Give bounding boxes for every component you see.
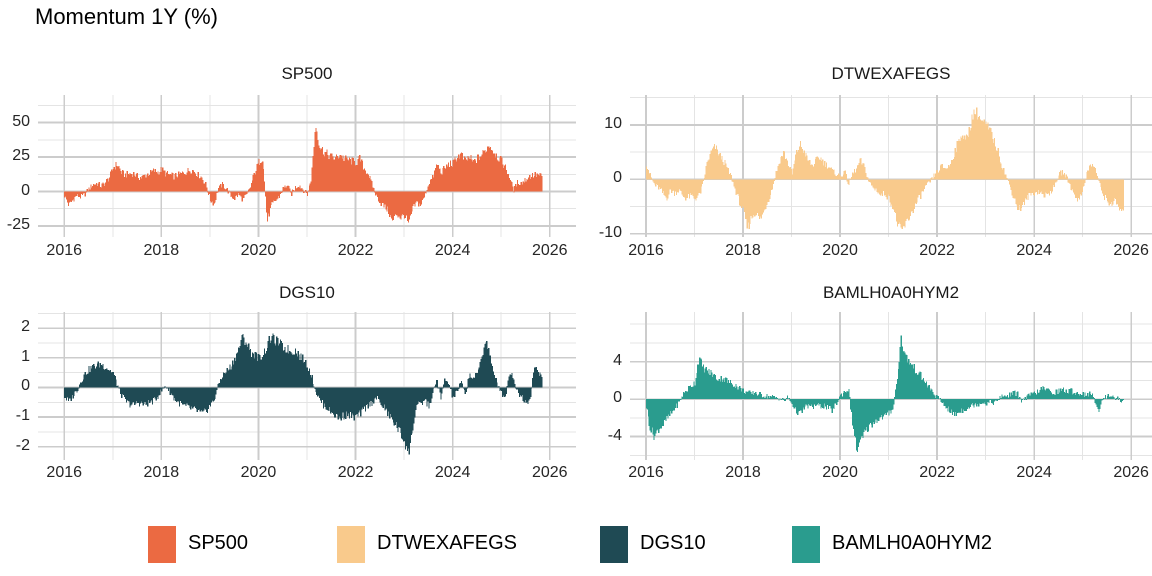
plot-area-sp500	[38, 95, 576, 237]
y-axis-tick-label: 25	[12, 147, 30, 165]
x-axis-tick-label: 2016	[46, 242, 83, 259]
y-axis-tick-label: 2	[21, 318, 30, 336]
y-axis-tick-label: 1	[21, 347, 30, 365]
x-axis-tick-label: 2026	[531, 464, 568, 481]
y-axis-tick-label: 0	[613, 169, 622, 187]
legend-swatch-bamlh0a0hym2	[792, 526, 820, 563]
x-axis-tick-label: 2016	[46, 464, 83, 481]
legend-swatch-dtwexafegs	[337, 526, 365, 563]
x-axis-tick-label: 2020	[822, 242, 858, 259]
y-axis-tick-label: -25	[6, 215, 30, 233]
legend-label: BAMLH0A0HYM2	[832, 532, 993, 554]
bars-dtwexafegs	[645, 107, 1124, 229]
y-axis-tick-label: 10	[604, 114, 622, 132]
x-axis-tick-label: 2026	[1113, 242, 1149, 259]
y-axis-tick-label: -4	[607, 426, 622, 444]
legend-swatch-dgs10	[600, 526, 628, 563]
facet-panel-dgs10	[38, 312, 576, 460]
y-axis-tick-label: -1	[15, 407, 30, 425]
y-axis-tick-label: 0	[21, 181, 30, 199]
x-axis-tick-label: 2024	[434, 464, 471, 481]
gridlines-minor	[630, 95, 1152, 237]
x-axis-tick-label: 2026	[1113, 464, 1149, 481]
facet-title-sp500: SP500	[281, 64, 333, 83]
facet-title-bamlh0a0hym2: BAMLH0A0HYM2	[822, 283, 960, 302]
plot-area-bamlh0a0hym2	[630, 312, 1152, 460]
bars-dgs10	[64, 333, 543, 455]
x-axis-tick-label: 2018	[143, 242, 180, 259]
x-axis-tick-label: 2024	[1016, 242, 1052, 259]
plot-area-dtwexafegs	[630, 95, 1152, 237]
x-axis-tick-label: 2024	[1016, 464, 1052, 481]
legend-label: DGS10	[640, 532, 706, 554]
y-axis-tick-label: -10	[598, 223, 622, 241]
x-axis-tick-label: 2018	[725, 242, 761, 259]
x-axis-tick-label: 2020	[240, 242, 277, 259]
x-axis-tick-label: 2024	[434, 242, 471, 259]
x-axis-tick-label: 2016	[628, 464, 664, 481]
x-axis-tick-label: 2022	[337, 242, 374, 259]
chart-title: Momentum 1Y (%)	[35, 4, 218, 29]
x-axis-tick-label: 2018	[143, 464, 180, 481]
gridlines-minor	[630, 312, 1152, 460]
x-axis-tick-label: 2022	[337, 464, 374, 481]
x-axis-tick-label: 2020	[822, 464, 858, 481]
facet-title-dtwexafegs: DTWEXAFEGS	[831, 64, 951, 83]
plot-area-dgs10	[38, 312, 576, 460]
x-axis-tick-label: 2026	[531, 242, 568, 259]
y-axis-tick-label: -2	[15, 436, 30, 454]
y-axis-tick-label: 0	[21, 377, 30, 395]
legend-label: DTWEXAFEGS	[377, 532, 518, 554]
facet-panel-dtwexafegs	[630, 95, 1152, 237]
y-axis-tick-label: 4	[613, 351, 622, 369]
bars-bamlh0a0hym2	[645, 335, 1124, 452]
x-axis-tick-label: 2020	[240, 464, 277, 481]
facet-panel-sp500	[38, 95, 576, 237]
y-axis-tick-label: 0	[613, 389, 622, 407]
facet-panel-bamlh0a0hym2	[630, 312, 1152, 460]
x-axis-tick-label: 2016	[628, 242, 664, 259]
x-axis-tick-label: 2022	[919, 464, 955, 481]
legend-label: SP500	[188, 532, 249, 554]
legend-swatch-sp500	[148, 526, 176, 563]
x-axis-tick-label: 2022	[919, 242, 955, 259]
x-axis-tick-label: 2018	[725, 464, 761, 481]
bars-sp500	[64, 127, 543, 223]
y-axis-tick-label: 50	[12, 112, 30, 130]
facet-title-dgs10: DGS10	[279, 283, 335, 302]
